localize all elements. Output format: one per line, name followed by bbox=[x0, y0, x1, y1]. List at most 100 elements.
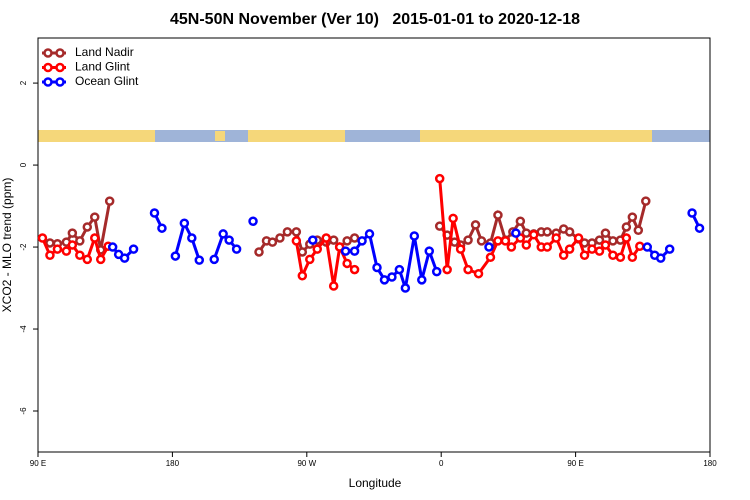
point bbox=[558, 250, 569, 260]
point bbox=[291, 236, 302, 246]
y-tick-label: -2 bbox=[19, 243, 28, 251]
plot-frame bbox=[37, 37, 711, 453]
y-tick-label: 2 bbox=[19, 80, 28, 85]
point bbox=[484, 242, 494, 252]
point bbox=[579, 250, 590, 260]
point bbox=[463, 264, 473, 275]
x-tick-label: 180 bbox=[166, 459, 180, 468]
point bbox=[655, 253, 666, 263]
point bbox=[573, 233, 584, 243]
point bbox=[521, 240, 532, 250]
series bbox=[107, 208, 705, 293]
legend-marker bbox=[55, 62, 65, 73]
point bbox=[587, 244, 597, 254]
point bbox=[334, 242, 345, 252]
land bbox=[38, 130, 155, 142]
legend-label: Land Nadir bbox=[75, 45, 134, 59]
point bbox=[82, 222, 93, 232]
point bbox=[621, 233, 632, 243]
point bbox=[511, 228, 521, 238]
point bbox=[687, 208, 697, 218]
point bbox=[424, 246, 435, 256]
x-tick-label: 0 bbox=[439, 459, 444, 468]
point bbox=[473, 268, 484, 279]
point bbox=[342, 258, 352, 269]
legend-marker bbox=[43, 48, 53, 58]
point bbox=[627, 212, 638, 222]
point bbox=[170, 251, 181, 261]
point bbox=[275, 233, 285, 243]
map-strip bbox=[38, 130, 710, 142]
point bbox=[542, 227, 552, 237]
point bbox=[349, 246, 360, 256]
point bbox=[434, 173, 445, 184]
y-tick-label: 0 bbox=[19, 162, 28, 167]
point bbox=[694, 223, 705, 233]
point bbox=[37, 233, 48, 243]
point bbox=[45, 250, 55, 260]
x-tick-label: 90 E bbox=[567, 459, 583, 468]
point bbox=[564, 227, 575, 237]
point bbox=[89, 212, 100, 222]
point bbox=[608, 250, 618, 260]
point bbox=[349, 264, 360, 275]
point bbox=[75, 250, 85, 260]
point bbox=[89, 233, 100, 243]
point bbox=[364, 229, 375, 239]
point bbox=[476, 236, 487, 246]
legend-marker bbox=[55, 77, 65, 87]
point bbox=[218, 229, 228, 239]
point bbox=[600, 240, 611, 250]
point bbox=[470, 220, 481, 230]
point bbox=[506, 242, 517, 252]
point bbox=[128, 244, 139, 254]
point bbox=[267, 237, 278, 247]
point bbox=[621, 222, 632, 232]
point bbox=[104, 196, 115, 206]
point bbox=[387, 272, 397, 282]
point bbox=[635, 241, 645, 251]
chart-title: 45N-50N November (Ver 10) 2015-01-01 to … bbox=[170, 11, 580, 28]
point bbox=[291, 227, 302, 237]
point bbox=[394, 264, 405, 275]
point bbox=[615, 252, 626, 263]
point bbox=[149, 208, 160, 218]
legend-label: Ocean Glint bbox=[75, 74, 139, 88]
point bbox=[312, 244, 323, 254]
point bbox=[107, 242, 118, 252]
point bbox=[45, 238, 55, 248]
point bbox=[357, 236, 367, 246]
point bbox=[641, 196, 651, 206]
y-axis-label: XCO2 - MLO trend (ppm) bbox=[0, 178, 14, 313]
point bbox=[231, 244, 242, 254]
point bbox=[529, 230, 539, 240]
point bbox=[248, 216, 258, 226]
point bbox=[551, 233, 561, 243]
point bbox=[119, 253, 130, 263]
point bbox=[542, 242, 552, 252]
point bbox=[594, 235, 605, 245]
point bbox=[67, 240, 78, 250]
point bbox=[342, 236, 352, 246]
point bbox=[340, 246, 351, 256]
point bbox=[664, 244, 675, 254]
point bbox=[594, 246, 605, 256]
point bbox=[328, 235, 339, 245]
point bbox=[282, 227, 293, 237]
series-line bbox=[111, 212, 701, 289]
point bbox=[254, 247, 264, 257]
point bbox=[52, 244, 63, 254]
point bbox=[349, 233, 360, 243]
point bbox=[493, 236, 503, 246]
point bbox=[187, 233, 197, 243]
point bbox=[642, 242, 653, 252]
point bbox=[627, 252, 638, 263]
land bbox=[248, 130, 345, 142]
land bbox=[420, 130, 652, 142]
point bbox=[194, 255, 205, 265]
point bbox=[493, 210, 503, 220]
point bbox=[75, 236, 85, 246]
x-tick-label: 180 bbox=[703, 459, 717, 468]
point bbox=[328, 281, 339, 291]
point bbox=[321, 233, 331, 243]
